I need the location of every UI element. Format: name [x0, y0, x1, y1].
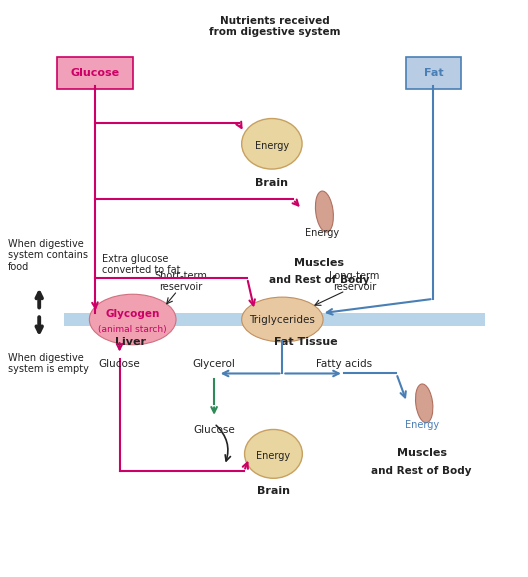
- Text: When digestive
system contains
food: When digestive system contains food: [8, 239, 88, 272]
- Text: Energy: Energy: [255, 141, 289, 151]
- FancyBboxPatch shape: [56, 57, 133, 89]
- FancyBboxPatch shape: [64, 313, 485, 326]
- Text: Muscles: Muscles: [294, 258, 344, 268]
- Ellipse shape: [242, 118, 302, 169]
- Text: Extra glucose
converted to fat: Extra glucose converted to fat: [102, 253, 181, 275]
- Text: Glucose: Glucose: [70, 68, 119, 78]
- Text: Triglycerides: Triglycerides: [249, 314, 315, 324]
- Text: Liver: Liver: [115, 338, 146, 347]
- Text: Brain: Brain: [257, 486, 290, 496]
- Text: Short-term
reservoir: Short-term reservoir: [155, 271, 208, 293]
- Text: Fat Tissue: Fat Tissue: [274, 338, 338, 347]
- Text: Glycerol: Glycerol: [193, 359, 235, 369]
- Text: Fatty acids: Fatty acids: [316, 359, 372, 369]
- Text: When digestive
system is empty: When digestive system is empty: [8, 353, 89, 374]
- Text: Energy: Energy: [404, 419, 439, 430]
- Ellipse shape: [244, 429, 303, 478]
- Ellipse shape: [315, 191, 333, 232]
- Text: Glucose: Glucose: [193, 425, 235, 435]
- Text: (animal starch): (animal starch): [98, 325, 167, 334]
- Text: Glycogen: Glycogen: [106, 309, 160, 319]
- Text: Energy: Energy: [305, 228, 339, 238]
- Text: Muscles: Muscles: [397, 448, 447, 458]
- FancyBboxPatch shape: [406, 57, 461, 89]
- Ellipse shape: [242, 297, 323, 342]
- Text: Nutrients received
from digestive system: Nutrients received from digestive system: [209, 16, 340, 38]
- Text: and Rest of Body: and Rest of Body: [269, 275, 370, 286]
- Text: Glucose: Glucose: [99, 358, 140, 369]
- Text: Energy: Energy: [257, 451, 290, 461]
- Text: and Rest of Body: and Rest of Body: [371, 466, 472, 475]
- Text: Brain: Brain: [256, 178, 288, 188]
- Ellipse shape: [89, 294, 176, 345]
- Text: Fat: Fat: [423, 68, 443, 78]
- Text: Long-term
reservoir: Long-term reservoir: [329, 271, 380, 293]
- Ellipse shape: [416, 384, 433, 423]
